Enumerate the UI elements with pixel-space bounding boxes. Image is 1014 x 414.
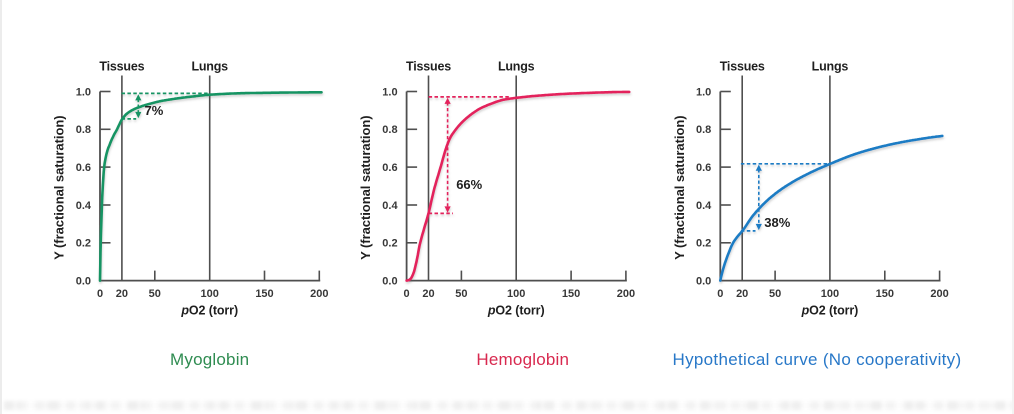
svg-text:200: 200 — [310, 288, 328, 300]
svg-text:Tissues: Tissues — [720, 59, 765, 73]
svg-text:0.4: 0.4 — [696, 200, 712, 212]
svg-text:0.6: 0.6 — [76, 162, 91, 174]
svg-text:0.4: 0.4 — [382, 200, 398, 212]
svg-text:0.8: 0.8 — [696, 124, 711, 136]
svg-text:Myoglobin: Myoglobin — [170, 350, 249, 369]
svg-text:Hypothetical curve (No coopera: Hypothetical curve (No cooperativity) — [673, 350, 962, 369]
svg-text:200: 200 — [617, 288, 635, 300]
svg-text:38%: 38% — [764, 215, 790, 230]
svg-text:0.2: 0.2 — [696, 238, 711, 250]
svg-text:pO2 (torr): pO2 (torr) — [180, 303, 238, 317]
svg-text:50: 50 — [769, 288, 781, 300]
svg-text:0.0: 0.0 — [382, 276, 397, 288]
svg-text:0.8: 0.8 — [76, 124, 91, 136]
svg-text:Y (fractional saturation): Y (fractional saturation) — [52, 115, 67, 259]
svg-text:0.4: 0.4 — [76, 200, 92, 212]
svg-text:0.6: 0.6 — [382, 162, 397, 174]
svg-text:0.8: 0.8 — [382, 124, 397, 136]
svg-text:0.6: 0.6 — [696, 162, 711, 174]
svg-text:Y (fractional saturation): Y (fractional saturation) — [358, 115, 373, 259]
svg-text:Tissues: Tissues — [406, 59, 451, 73]
svg-text:7%: 7% — [145, 103, 164, 118]
svg-text:150: 150 — [255, 288, 273, 300]
svg-text:1.0: 1.0 — [382, 86, 397, 98]
svg-text:150: 150 — [876, 288, 894, 300]
svg-text:50: 50 — [455, 288, 467, 300]
svg-text:Lungs: Lungs — [812, 59, 849, 73]
svg-text:66%: 66% — [456, 177, 482, 192]
svg-text:Lungs: Lungs — [191, 59, 228, 73]
svg-text:Y (fractional saturation): Y (fractional saturation) — [672, 115, 687, 259]
svg-text:0.2: 0.2 — [382, 238, 397, 250]
svg-text:0: 0 — [404, 288, 410, 300]
svg-text:pO2 (torr): pO2 (torr) — [487, 303, 545, 317]
svg-text:20: 20 — [422, 288, 434, 300]
svg-text:Hemoglobin: Hemoglobin — [476, 350, 569, 369]
svg-text:0.2: 0.2 — [76, 238, 91, 250]
svg-text:1.0: 1.0 — [696, 86, 711, 98]
svg-text:0.0: 0.0 — [76, 276, 91, 288]
svg-text:100: 100 — [507, 288, 525, 300]
svg-text:200: 200 — [930, 288, 948, 300]
svg-text:Lungs: Lungs — [498, 59, 535, 73]
svg-text:0: 0 — [717, 288, 723, 300]
svg-text:20: 20 — [736, 288, 748, 300]
svg-text:100: 100 — [201, 288, 219, 300]
svg-text:pO2 (torr): pO2 (torr) — [801, 303, 859, 317]
svg-text:0.0: 0.0 — [696, 276, 711, 288]
svg-text:150: 150 — [562, 288, 580, 300]
svg-text:0: 0 — [97, 288, 103, 300]
svg-text:50: 50 — [149, 288, 161, 300]
svg-text:1.0: 1.0 — [76, 86, 91, 98]
svg-text:Tissues: Tissues — [99, 59, 144, 73]
svg-text:20: 20 — [116, 288, 128, 300]
svg-text:100: 100 — [821, 288, 839, 300]
